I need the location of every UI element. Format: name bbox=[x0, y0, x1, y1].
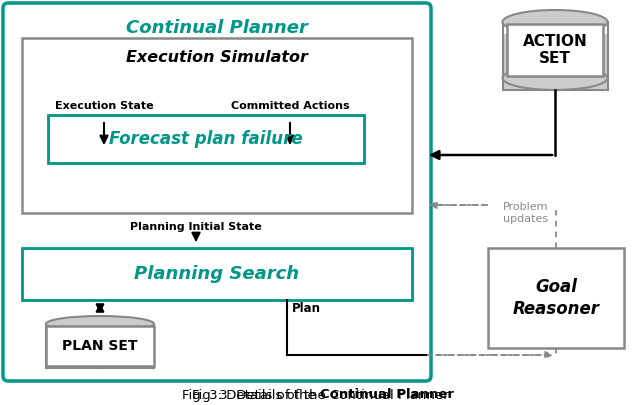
FancyBboxPatch shape bbox=[46, 326, 154, 366]
Ellipse shape bbox=[46, 352, 154, 368]
Ellipse shape bbox=[46, 316, 154, 332]
FancyBboxPatch shape bbox=[3, 3, 431, 381]
Text: Planning Initial State: Planning Initial State bbox=[130, 222, 262, 232]
Text: Execution State: Execution State bbox=[54, 101, 154, 111]
FancyBboxPatch shape bbox=[48, 115, 364, 163]
Text: Committed Actions: Committed Actions bbox=[230, 101, 349, 111]
FancyBboxPatch shape bbox=[502, 34, 607, 90]
Text: PLAN SET: PLAN SET bbox=[62, 339, 138, 353]
Text: Continual Planner: Continual Planner bbox=[126, 19, 308, 37]
FancyBboxPatch shape bbox=[507, 24, 603, 76]
Ellipse shape bbox=[502, 66, 607, 90]
Text: Execution Simulator: Execution Simulator bbox=[126, 51, 308, 66]
Text: Continual Planner: Continual Planner bbox=[320, 388, 454, 401]
FancyBboxPatch shape bbox=[22, 38, 412, 213]
Text: ACTION
SET: ACTION SET bbox=[523, 34, 588, 66]
Text: Fig. 3: Details of the Continual Planner: Fig. 3: Details of the Continual Planner bbox=[192, 388, 448, 401]
Text: Planning Search: Planning Search bbox=[134, 265, 300, 283]
Text: Goal
Reasoner: Goal Reasoner bbox=[513, 278, 600, 318]
FancyBboxPatch shape bbox=[22, 248, 412, 300]
Text: Forecast plan failure: Forecast plan failure bbox=[109, 130, 303, 148]
Text: Problem
updates: Problem updates bbox=[503, 202, 548, 224]
Text: Plan: Plan bbox=[292, 301, 321, 315]
FancyBboxPatch shape bbox=[46, 324, 154, 360]
Ellipse shape bbox=[502, 10, 607, 34]
FancyBboxPatch shape bbox=[488, 248, 624, 348]
Text: Fig. 3: Details of the: Fig. 3: Details of the bbox=[182, 388, 320, 401]
